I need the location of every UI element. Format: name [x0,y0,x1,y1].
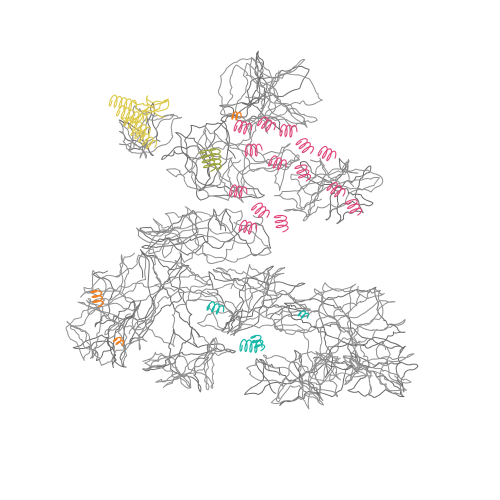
backbone-chain [347,345,419,398]
olive-helix-bundle [199,148,222,172]
backbone-chain [139,208,272,257]
olive-helix [209,148,222,171]
teal-helical-segments [206,301,309,354]
pink-helix [233,119,253,135]
pink-helical-domain [229,116,363,235]
pink-helix [267,155,287,171]
backbone-chain [92,249,201,345]
backbone-trace-layer [65,50,419,410]
pink-helix [273,214,289,233]
backbone-chain [72,300,142,369]
backbone-chain [273,282,396,381]
pink-helix [229,184,248,199]
backbone-chain [342,355,412,396]
backbone-chain [66,301,154,366]
backbone-chain [143,336,233,389]
orange-segment [231,111,242,121]
teal-helix [239,338,263,354]
pink-helix [244,143,263,157]
pink-helix [326,181,346,198]
yellow-helix [108,94,137,112]
backbone-chain [118,105,183,159]
backbone-chain [206,266,311,332]
yellow-helix [130,126,158,149]
orange-segment [90,290,104,308]
pink-helix [251,202,270,218]
backbone-chain [219,50,310,133]
yellow-domain [108,94,170,149]
backbone-chain [262,350,339,410]
pink-helix [257,116,277,132]
backbone-chain [273,157,355,222]
backbone-chain [83,252,213,351]
olive-helix [199,149,217,172]
pink-helix [294,164,312,182]
backbone-chain [166,125,300,196]
backbone-chain [344,341,415,392]
backbone-chain [246,351,362,405]
backbone-chain [273,288,406,371]
teal-helix [206,301,225,315]
pink-helix [344,199,363,216]
backbone-chain [136,212,272,263]
teal-helix [250,334,266,352]
backbone-chain [137,206,243,265]
teal-helix [297,310,309,319]
yellow-loop [120,95,170,124]
pink-helix [295,138,315,154]
pink-helix [238,219,258,235]
orange-segment [112,336,125,347]
backbone-chain [142,337,218,391]
pink-helix [279,123,298,138]
backbone-chain [208,265,307,337]
yellow-helix [123,116,151,137]
pink-helix [317,145,337,162]
backbone-chain [283,159,384,218]
orange-segments [90,111,242,347]
yellow-helix [115,105,145,125]
